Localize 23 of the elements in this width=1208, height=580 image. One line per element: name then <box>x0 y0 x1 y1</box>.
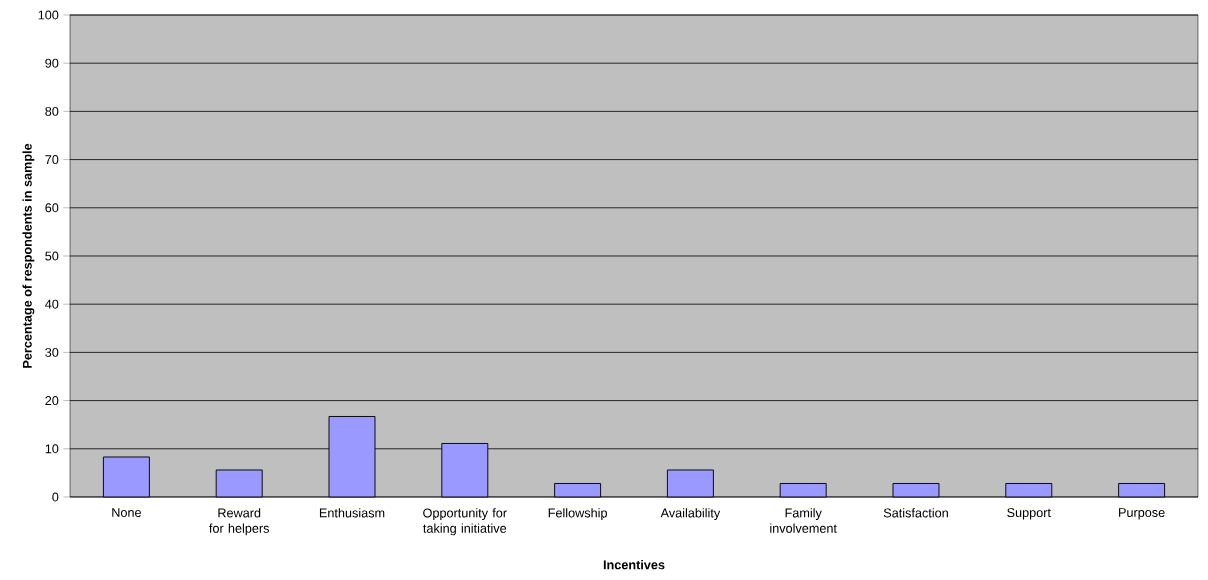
y-tick-label: 10 <box>45 444 59 454</box>
x-tick-label: Reward for helpers <box>209 508 269 536</box>
y-tick-label: 90 <box>45 58 59 68</box>
y-tick-label: 40 <box>45 299 59 309</box>
y-tick-label: 80 <box>45 106 59 116</box>
x-tick-label: Enthusiasm <box>319 508 385 518</box>
x-tick-label: Purpose <box>1119 508 1165 520</box>
x-tick-label: Availability <box>660 508 721 520</box>
y-tick-label: 30 <box>45 347 59 357</box>
x-tick-label: Support <box>1007 508 1051 520</box>
y-tick-label: 0 <box>52 492 59 502</box>
y-tick-label: 100 <box>38 10 59 20</box>
x-tick-label: None <box>112 508 141 517</box>
y-tick-label: 60 <box>45 203 59 213</box>
y-tick-label: 70 <box>45 155 59 165</box>
x-tick-label: Family involvement <box>770 508 837 533</box>
y-tick-label: 20 <box>45 396 59 406</box>
x-axis-title: Incentives <box>603 559 665 570</box>
y-axis-title: Percentage of respondents in sample <box>22 143 35 368</box>
y-tick-label: 50 <box>45 251 59 261</box>
x-tick-label: Fellowship <box>548 508 607 520</box>
x-tick-label: Satisfaction <box>883 508 948 518</box>
x-tick-label: Opportunity for taking initiative <box>423 508 507 536</box>
